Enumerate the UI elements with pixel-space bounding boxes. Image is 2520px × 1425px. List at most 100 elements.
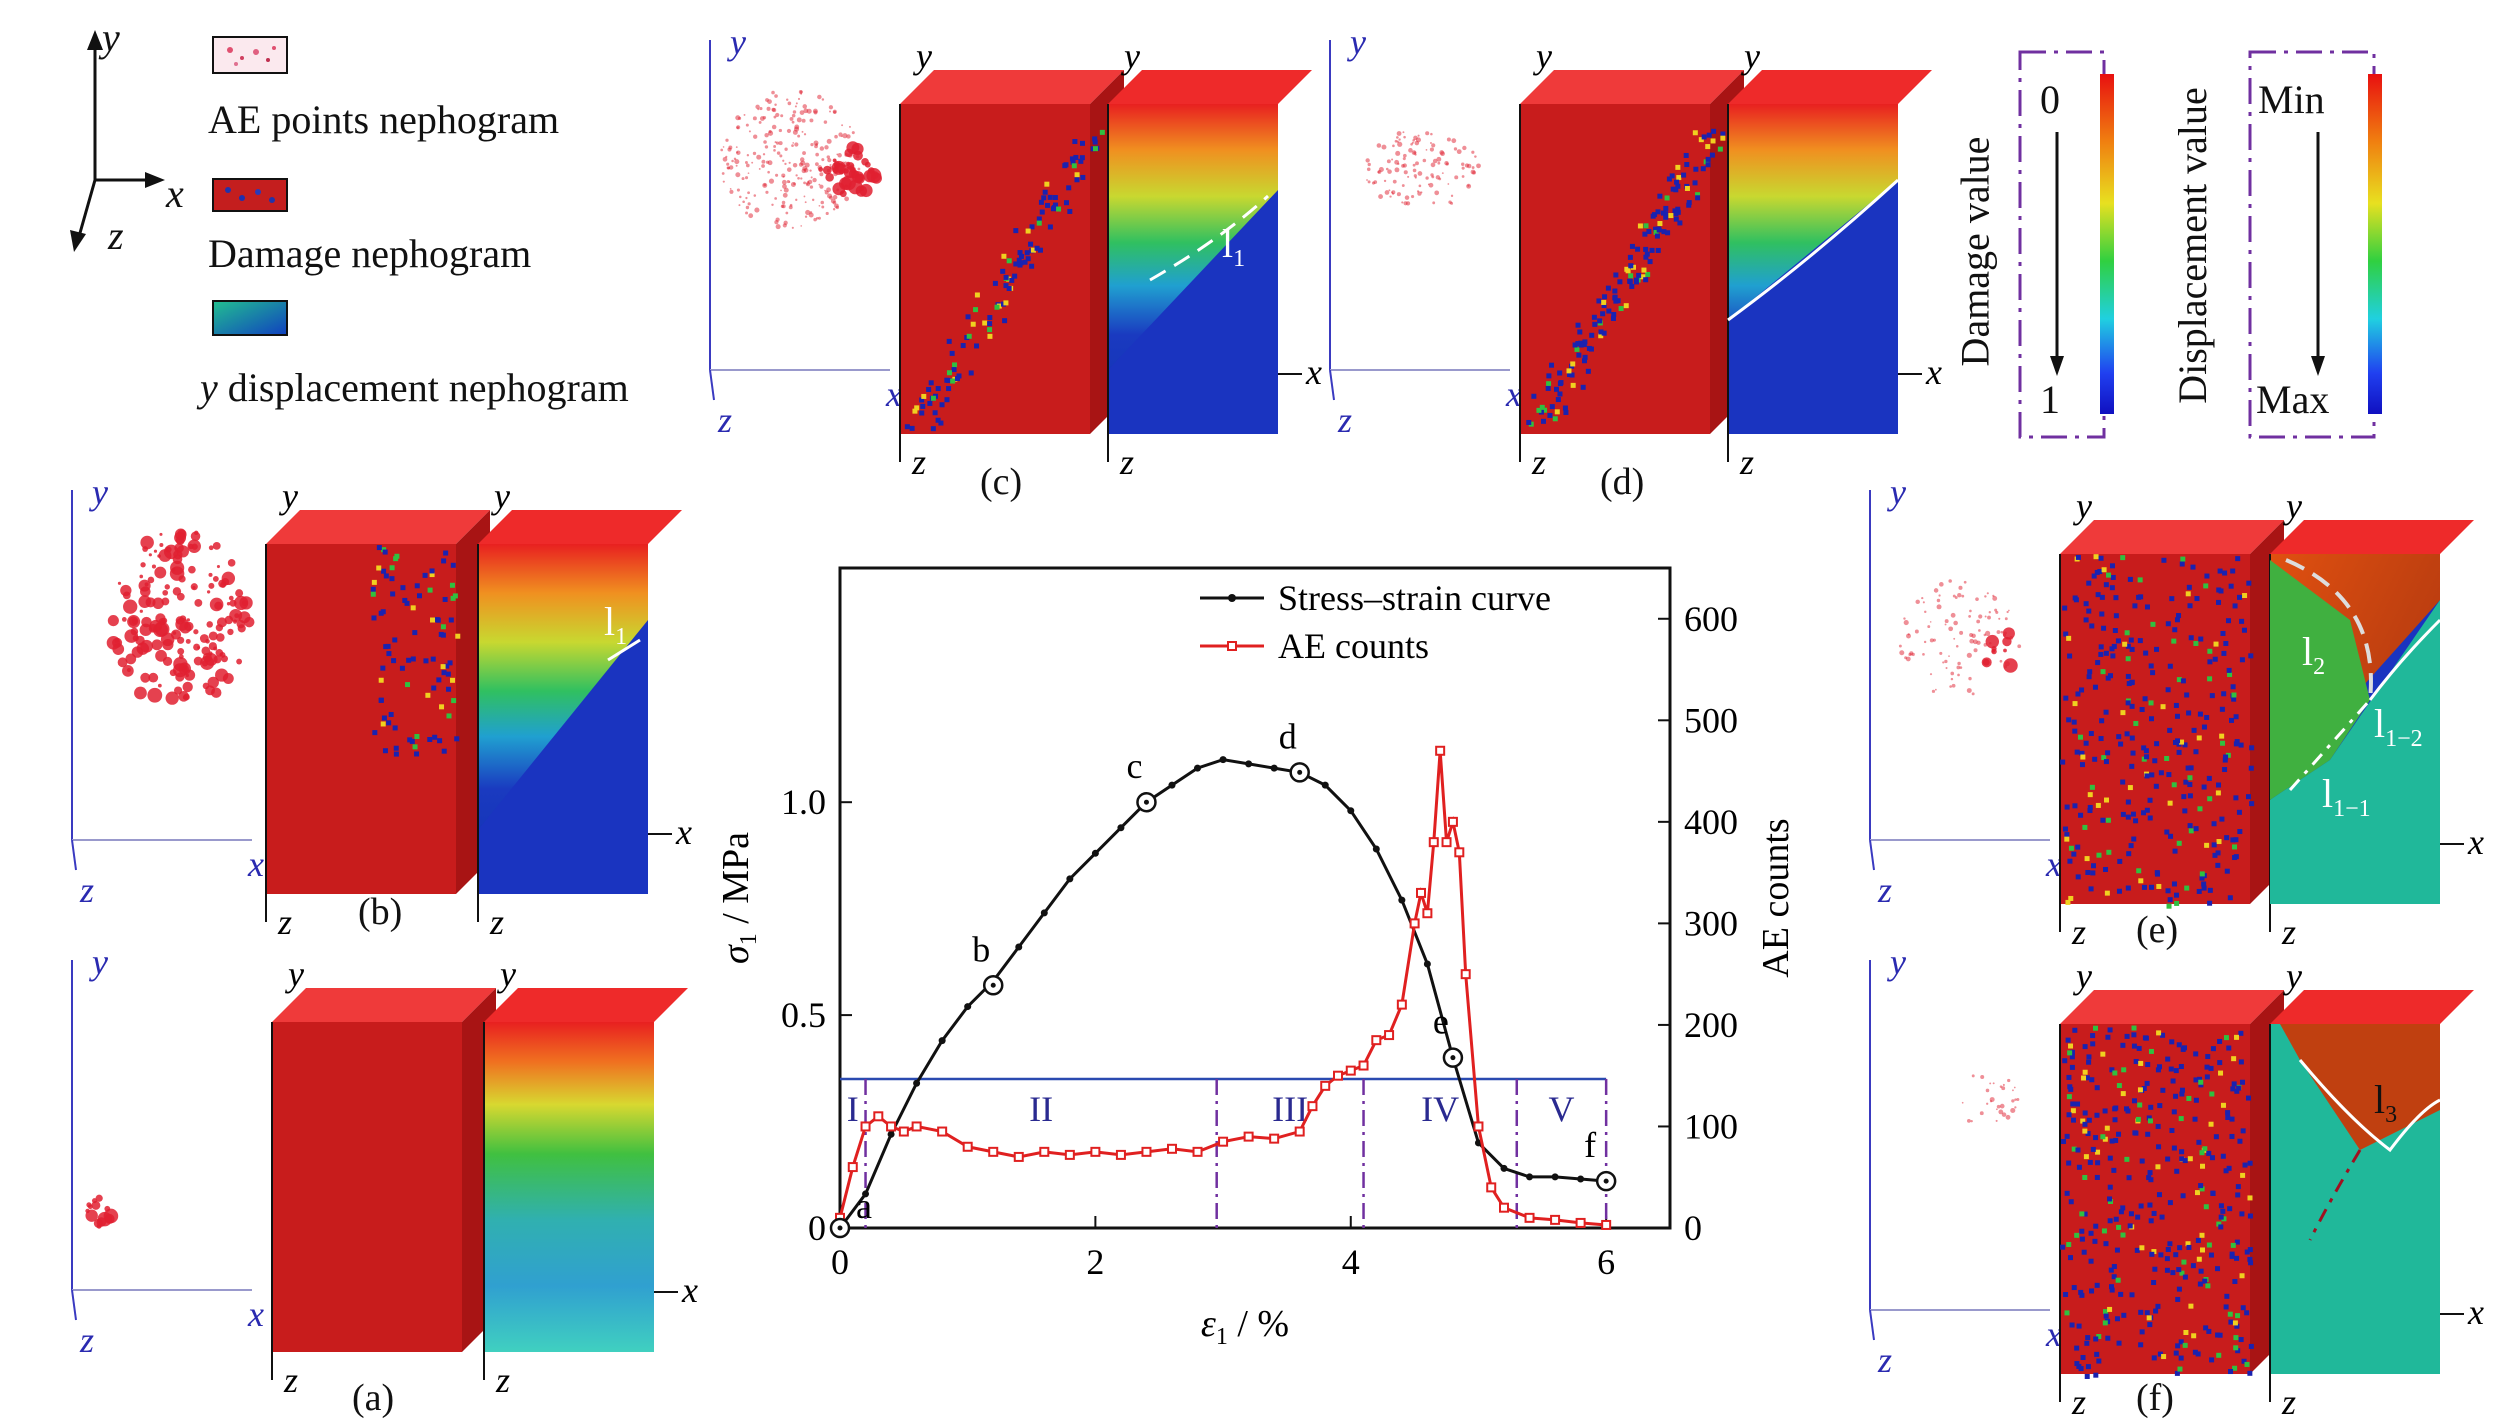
- damage-dot: [2209, 693, 2215, 699]
- damage-dot: [2199, 1186, 2205, 1192]
- ae-point: [1931, 689, 1936, 693]
- ae-point: [1397, 162, 1400, 166]
- damage-dot: [954, 376, 960, 382]
- ae-point: [803, 133, 807, 136]
- ae-point: [729, 189, 734, 194]
- damage-dot: [1549, 362, 1555, 368]
- damage-dot: [2086, 608, 2092, 614]
- damage-dot: [455, 633, 461, 639]
- damage-dot: [2187, 775, 2193, 781]
- ae-point: [791, 113, 796, 118]
- ae-point: [1366, 167, 1371, 172]
- damage-colorbar-top: 0: [2040, 77, 2060, 122]
- damage-dot: [2233, 837, 2239, 843]
- damage-dot: [2241, 627, 2247, 633]
- ae-point: [741, 177, 745, 181]
- damage-dot: [2079, 762, 2085, 768]
- damage-dot: [2120, 811, 2126, 817]
- damage-dot: [2125, 656, 2131, 662]
- x-tick-label: 6: [1597, 1242, 1615, 1282]
- damage-dot: [1601, 330, 1607, 336]
- disp-label-z: z: [495, 1360, 510, 1400]
- ae-point: [1367, 180, 1371, 184]
- damage-dot: [2102, 1320, 2108, 1326]
- damage-dot: [938, 420, 944, 426]
- damage-dot: [430, 617, 436, 623]
- damage-dot: [1540, 418, 1546, 424]
- damage-dot: [2116, 1340, 2122, 1346]
- crack-line-f: [2298, 1059, 2441, 1153]
- damage-dot: [1617, 279, 1623, 285]
- ae-point: [1973, 648, 1978, 653]
- damage-dot: [2175, 1296, 2181, 1302]
- disp-zone-orange-f: [2280, 1024, 2440, 1150]
- stress-strain-point: [1040, 909, 1048, 917]
- damage-dot: [2066, 1242, 2072, 1248]
- ae-point: [832, 109, 837, 114]
- damage-dot: [2218, 1214, 2224, 1220]
- damage-dot: [400, 585, 406, 591]
- ae-point: [148, 553, 152, 557]
- damage-dot: [2233, 741, 2239, 747]
- crack-label-b: l1: [604, 599, 628, 650]
- damage-dot: [2160, 1087, 2166, 1093]
- ae-point: [130, 627, 139, 636]
- panel-e-ae-cloud: [1898, 579, 2022, 696]
- ae-point: [1386, 159, 1391, 164]
- damage-dot: [2177, 1366, 2183, 1372]
- ae-point: [174, 528, 187, 541]
- damage-dot: [441, 670, 447, 676]
- ae-point: [731, 159, 734, 163]
- damage-dot: [2191, 1333, 2197, 1339]
- ae-point: [1942, 661, 1945, 664]
- damage-dot: [1657, 221, 1663, 227]
- damage-dot: [2082, 824, 2088, 830]
- damage-dot: [935, 417, 941, 423]
- damage-dot: [1067, 208, 1073, 214]
- damage-dot: [2219, 706, 2225, 712]
- ae-point: [1985, 630, 1991, 636]
- ae-point: [786, 167, 792, 172]
- damage-dot: [2121, 1067, 2127, 1073]
- damage-dot: [425, 692, 431, 698]
- damage-dot: [370, 586, 376, 592]
- ae-point: [1434, 190, 1440, 196]
- damage-dot: [1047, 194, 1053, 200]
- damage-dot: [2216, 782, 2222, 788]
- damage-dot: [2224, 868, 2230, 874]
- ae-point: [1377, 170, 1380, 174]
- disp-label-z: z: [2281, 1382, 2296, 1422]
- disp-zone-blue: [1108, 190, 1278, 434]
- box-front: [272, 1022, 462, 1352]
- ae-point: [804, 162, 810, 168]
- damage-dot: [1545, 385, 1551, 391]
- damage-dot: [2193, 749, 2199, 755]
- damage-dot: [2138, 1309, 2144, 1315]
- damage-dot: [2244, 1249, 2250, 1255]
- ae-point: [753, 194, 757, 197]
- frame-label-z: z: [1337, 400, 1352, 440]
- damage-dot: [2206, 775, 2212, 781]
- ae-point: [779, 154, 783, 158]
- damage-dot: [2118, 741, 2124, 747]
- damage-dot: [2148, 1104, 2154, 1110]
- damage-dot: [2137, 1102, 2143, 1108]
- ae-point: [826, 155, 831, 159]
- ae-point: [861, 157, 869, 166]
- damage-dot: [1575, 341, 1581, 347]
- damage-dot: [2173, 1093, 2179, 1099]
- state-point-center: [1297, 769, 1303, 775]
- damage-dot: [2064, 1310, 2070, 1316]
- ae-point: [821, 98, 825, 101]
- ae-point: [2014, 1098, 2017, 1101]
- ae-point: [803, 181, 806, 185]
- damage-dot: [1034, 245, 1040, 251]
- damage-dot: [2196, 735, 2202, 741]
- damage-dot: [1030, 247, 1036, 253]
- ae-point: [1392, 192, 1394, 195]
- ae-point: [1461, 162, 1465, 166]
- legend-ae-label: AE counts: [1278, 626, 1429, 666]
- damage-dot: [427, 587, 433, 593]
- ae-point: [771, 124, 777, 130]
- ae-point: [773, 115, 777, 119]
